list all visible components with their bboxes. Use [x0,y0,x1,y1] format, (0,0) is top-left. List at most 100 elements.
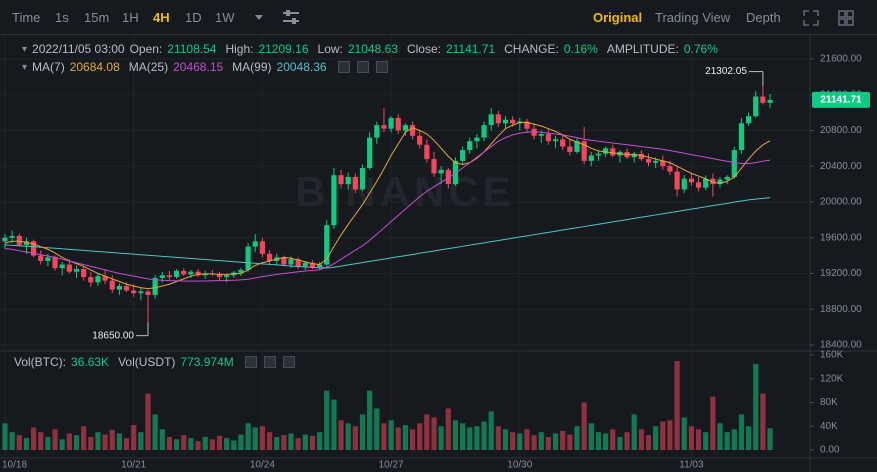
candle-body [166,275,173,278]
candle-body [152,277,158,295]
volume-bar [760,393,766,450]
x-tick-label: 10/21 [121,460,146,471]
legend-icon[interactable] [282,356,295,368]
watermark: BINANCE [295,168,514,215]
volume-bar [52,429,58,450]
view-tab[interactable]: Original [593,10,643,25]
candle-body [695,182,702,188]
candle-body [66,264,72,272]
interval[interactable]: 1s [55,10,69,25]
legend-icon[interactable] [356,61,369,73]
volume-bar [431,417,437,450]
volume-bar [302,434,308,450]
candle-body [645,159,652,163]
volume-bar [724,432,730,450]
collapse[interactable]: ▾ [22,43,28,55]
ma-line [4,131,771,282]
candle-body [438,169,444,174]
volume-bar [324,390,330,450]
settings[interactable] [282,9,300,25]
fullscreen[interactable] [802,9,820,27]
view-tab[interactable]: Depth [746,10,781,25]
y-tick-label: 20000.00 [820,197,862,208]
volume-bar [595,432,602,450]
candle-body [252,241,258,247]
volume-bar [374,408,380,450]
candle-body [667,166,673,172]
candle-body [638,153,644,160]
candle-body [88,277,94,283]
legend-icon[interactable] [375,61,388,73]
volume-bar [545,436,551,450]
interval[interactable]: 15m [84,10,110,25]
volume-bar [424,414,430,450]
interval[interactable]: Time [12,10,41,25]
y-tick-label: 18800.00 [820,304,862,315]
legend-icon[interactable] [263,356,276,368]
volume-bar [381,423,387,450]
candle-body [552,139,559,142]
field-label: Open: [129,42,163,56]
volume-bar [88,436,94,450]
volume-bar [688,426,694,450]
y-tick-label: 120K [820,373,844,384]
candle-body [510,119,516,124]
volume-bar [259,426,265,450]
candle-body [467,141,473,151]
legend-icon[interactable] [337,61,350,73]
candle-body [738,123,745,151]
candle-body [2,237,8,242]
volume-bar [359,414,366,450]
more-intervals[interactable] [252,12,266,22]
y-tick-label: 19200.00 [820,268,862,279]
y-tick-label: 0.00 [820,445,840,456]
view-tab[interactable]: Trading View [655,10,731,25]
volume-bar [581,402,587,450]
volume-bar [674,360,680,450]
ma-legend: ▾ MA(7) 20684.08 MA(25) 20468.15 MA(99) 20048.… [22,60,388,74]
candle-body [545,134,551,142]
legend-entry: MA(7) [32,60,65,74]
volume-bar [588,423,594,450]
interval[interactable]: 4H [153,10,170,25]
volume-bar [731,429,737,450]
layout[interactable] [837,9,855,27]
collapse[interactable]: ▾ [22,61,28,73]
volume-bar [502,429,509,450]
legend-icon[interactable] [244,356,257,368]
volume-bar [174,439,180,450]
candle-body [653,160,659,163]
volume-bar [152,414,158,450]
volume-bar [488,411,494,450]
candle-body [595,153,602,156]
volume-bar [166,436,173,450]
low-label: 18650.00 [92,330,134,341]
candle-body [367,137,373,169]
y-tick-label: 18400.00 [820,340,862,351]
field-value: 21141.71 [445,42,496,56]
volume-bar [295,438,301,450]
candle-body [302,262,308,267]
interval[interactable]: 1D [185,10,202,25]
volume-bar [767,428,773,450]
volume-bar [753,363,759,450]
volume-bar [445,408,451,450]
interval[interactable]: 1H [122,10,139,25]
candle-body [131,290,137,294]
volume-bar [95,432,101,450]
candle-body [567,146,573,152]
volume-bar [238,434,244,450]
volume-bar [417,423,423,450]
candle-body [281,257,287,265]
volume-bar [202,436,208,450]
volume-bar [181,435,187,450]
interval[interactable]: 1W [215,10,235,25]
candle-body [538,134,544,136]
candle-body [81,269,87,278]
volume-bar [102,434,108,450]
legend-entry: MA(99) [232,60,272,74]
volume-bar [159,429,165,450]
candle-body [724,176,730,180]
candle-body [31,241,37,256]
